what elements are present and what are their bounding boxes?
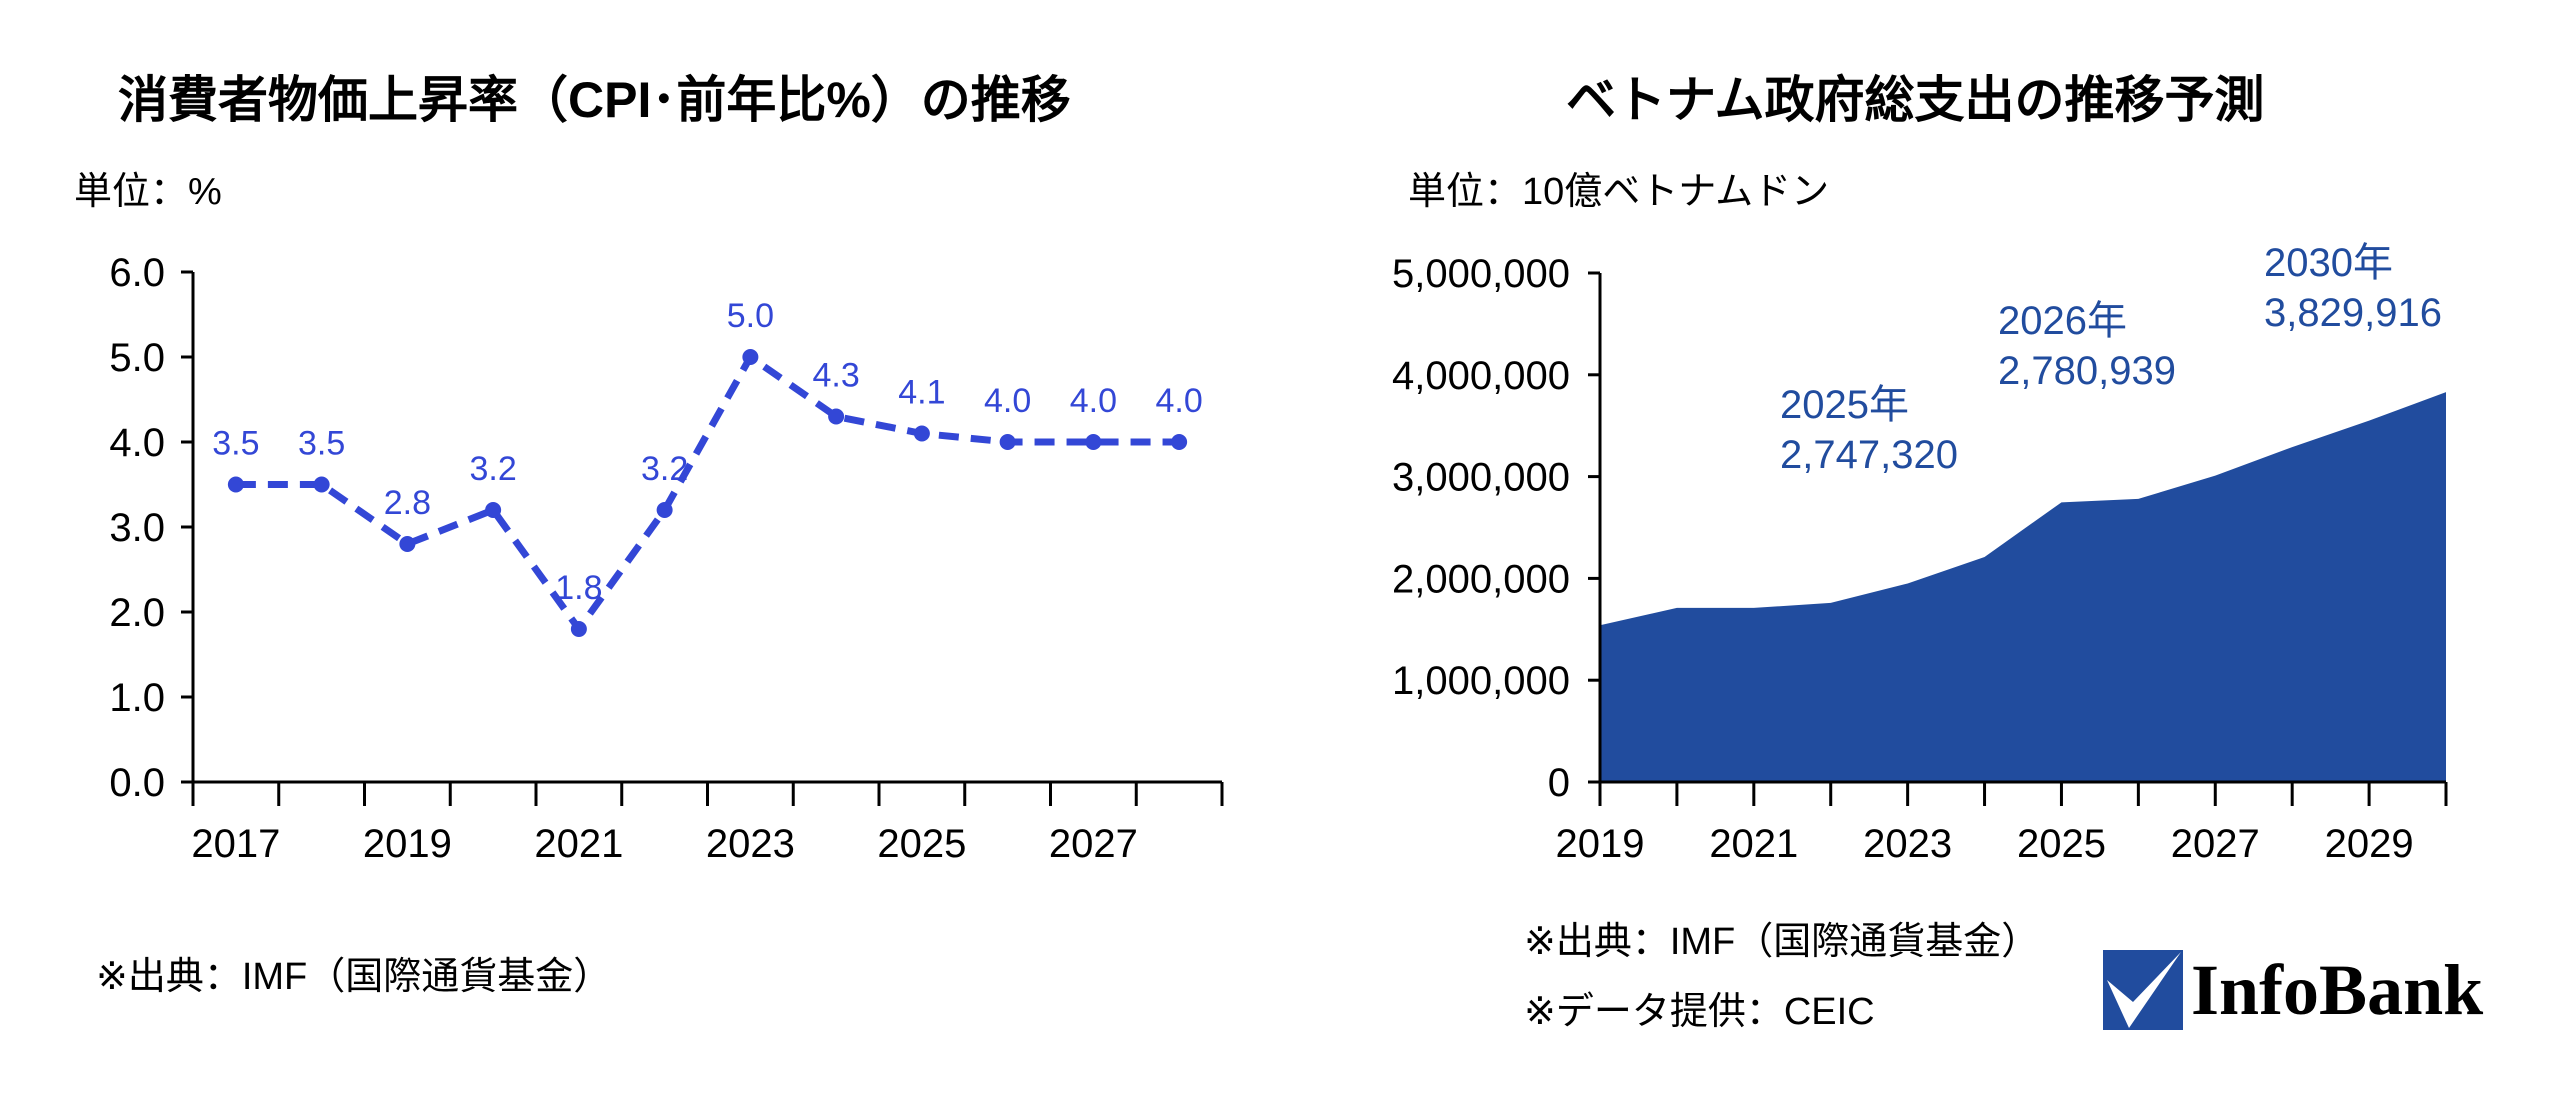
cpi-data-label: 3.2 — [469, 450, 516, 488]
data-provider-note: ※データ提供：CEIC — [1524, 991, 1875, 1033]
spending-source-note: ※出典：IMF（国際通貨基金） — [1524, 921, 2040, 963]
cpi-y-tick-label: 0.0 — [109, 761, 165, 805]
annotation-year-label: 2030年 — [2264, 241, 2393, 285]
spending-area — [1600, 392, 2446, 782]
cpi-data-label: 4.3 — [812, 357, 859, 395]
annotation-value-label: 2,780,939 — [1998, 349, 2176, 393]
annotation-value-label: 3,829,916 — [2264, 291, 2442, 335]
cpi-y-tick-label: 3.0 — [109, 506, 165, 550]
annotation-2025: 2025年 2,747,320 — [1780, 380, 1958, 480]
annotation-value-label: 2,747,320 — [1780, 433, 1958, 477]
spending-x-tick-label: 2027 — [2171, 822, 2260, 866]
spending-x-tick-label: 2019 — [1556, 822, 1645, 866]
cpi-y-tick-label: 1.0 — [109, 676, 165, 720]
cpi-y-tick-label: 6.0 — [109, 251, 165, 295]
spending-y-tick-label: 4,000,000 — [1392, 354, 1570, 398]
cpi-chart-title: 消費者物価上昇率（CPI･前年比%）の推移 — [118, 72, 1071, 128]
cpi-point — [828, 408, 845, 425]
cpi-point — [1085, 434, 1102, 450]
cpi-data-label: 3.5 — [298, 425, 345, 463]
spending-y-tick-label: 3,000,000 — [1392, 456, 1570, 500]
spending-x-tick-label: 2029 — [2325, 822, 2414, 866]
spending-x-tick-label: 2021 — [1709, 822, 1798, 866]
cpi-line — [235, 353, 1180, 633]
spending-x-tick-label: 2023 — [1863, 822, 1952, 866]
cpi-point — [570, 621, 587, 637]
checkmark-icon — [2103, 950, 2183, 1030]
cpi-data-label: 3.5 — [212, 425, 259, 463]
cpi-point — [656, 502, 673, 518]
cpi-x-tick-label: 2025 — [877, 822, 966, 866]
cpi-point — [913, 425, 930, 442]
cpi-x-tick-label: 2021 — [534, 822, 623, 866]
spending-chart-title: ベトナム政府総支出の推移予測 — [1566, 72, 2265, 128]
cpi-data-label: 4.0 — [984, 382, 1031, 420]
cpi-y-tick-label: 5.0 — [109, 336, 165, 380]
cpi-x-tick-label: 2023 — [706, 822, 795, 866]
cpi-data-label: 5.0 — [727, 297, 774, 335]
cpi-point — [313, 476, 330, 493]
annotation-year-label: 2026年 — [1998, 299, 2127, 343]
cpi-x-tick-label: 2019 — [363, 822, 452, 866]
spending-y-tick-label: 5,000,000 — [1392, 252, 1570, 296]
cpi-point — [399, 536, 416, 552]
annotation-year-label: 2025年 — [1780, 383, 1909, 427]
cpi-y-tick-label: 4.0 — [109, 421, 165, 465]
cpi-point — [999, 434, 1016, 450]
cpi-x-tick-label: 2027 — [1049, 822, 1138, 866]
cpi-data-label: 3.2 — [641, 450, 688, 488]
cpi-data-label: 4.1 — [898, 374, 945, 412]
cpi-point — [485, 502, 502, 518]
infobank-logo: InfoBank — [2103, 950, 2483, 1030]
cpi-data-label: 1.8 — [555, 569, 602, 607]
cpi-data-label: 4.0 — [1155, 382, 1202, 420]
cpi-unit-label: 単位：% — [74, 171, 222, 213]
spending-y-tick-label: 0 — [1548, 761, 1570, 805]
cpi-data-label: 4.0 — [1070, 382, 1117, 420]
spending-y-tick-label: 1,000,000 — [1392, 659, 1570, 703]
cpi-point — [742, 349, 759, 365]
spending-unit-label: 単位：10億ベトナムドン — [1408, 171, 1830, 213]
cpi-y-tick-label: 2.0 — [109, 591, 165, 635]
spending-x-tick-label: 2025 — [2017, 822, 2106, 866]
cpi-point — [1171, 434, 1188, 450]
cpi-x-tick-label: 2017 — [191, 822, 280, 866]
annotation-2030: 2030年 3,829,916 — [2264, 238, 2442, 338]
logo-text: InfoBank — [2191, 950, 2484, 1030]
cpi-data-label: 2.8 — [384, 484, 431, 522]
cpi-point — [227, 476, 244, 493]
cpi-source-note: ※出典：IMF（国際通貨基金） — [96, 956, 612, 998]
annotation-2026: 2026年 2,780,939 — [1998, 296, 2176, 396]
spending-y-tick-label: 2,000,000 — [1392, 557, 1570, 601]
